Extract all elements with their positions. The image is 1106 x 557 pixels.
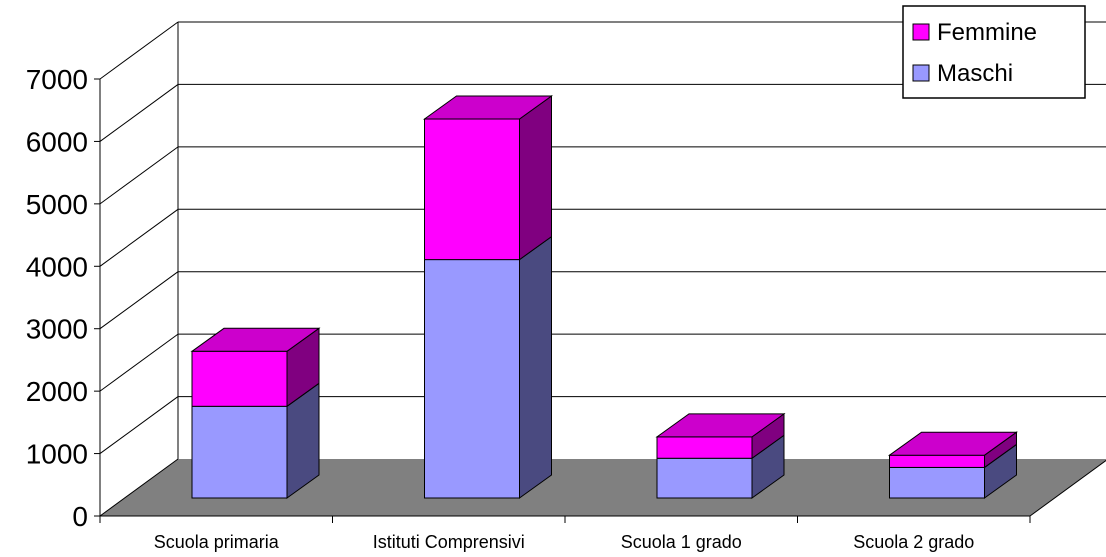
bar-maschi <box>425 260 520 498</box>
grid-diagonal <box>100 22 178 79</box>
x-tick-label: Scuola 2 grado <box>853 532 974 552</box>
grid-diagonal <box>100 209 178 266</box>
y-tick-label: 1000 <box>26 439 88 470</box>
bar-maschi <box>890 467 985 498</box>
grid-diagonal <box>100 84 178 141</box>
bar-femmine <box>657 437 752 458</box>
bar-side-femmine <box>520 96 552 260</box>
x-tick-label: Scuola 1 grado <box>621 532 742 552</box>
bar-femmine <box>425 119 520 260</box>
bar-maschi <box>657 458 752 498</box>
y-tick-label: 4000 <box>26 251 88 282</box>
grid-diagonal <box>100 272 178 329</box>
bar-femmine <box>890 455 985 467</box>
legend-swatch-femmine <box>913 24 929 40</box>
legend-label-maschi: Maschi <box>937 60 1013 87</box>
legend-label-femmine: Femmine <box>937 19 1037 46</box>
bar-side-maschi <box>520 237 552 498</box>
grid-diagonal <box>100 334 178 391</box>
y-tick-label: 3000 <box>26 314 88 345</box>
grid-diagonal <box>100 397 178 454</box>
y-tick-label: 6000 <box>26 126 88 157</box>
y-tick-label: 7000 <box>26 64 88 95</box>
x-tick-label: Istituti Comprensivi <box>373 532 525 552</box>
grid-diagonal <box>100 147 178 204</box>
bar-maschi <box>192 406 287 498</box>
y-tick-label: 5000 <box>26 189 88 220</box>
bar-femmine <box>192 351 287 406</box>
legend-swatch-maschi <box>913 65 929 81</box>
y-tick-label: 2000 <box>26 376 88 407</box>
x-tick-label: Scuola primaria <box>154 532 280 552</box>
y-tick-label: 0 <box>72 501 88 532</box>
